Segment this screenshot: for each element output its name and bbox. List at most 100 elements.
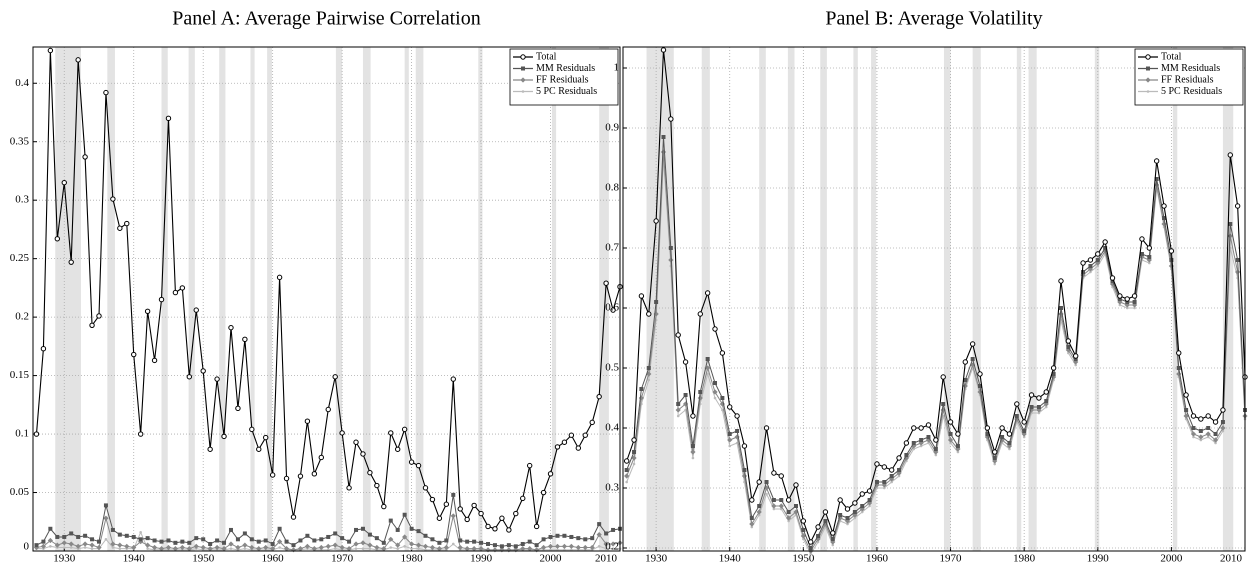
point-marker <box>1154 177 1159 181</box>
point-marker <box>354 547 358 550</box>
point-marker <box>786 515 792 521</box>
point-marker <box>624 473 630 479</box>
point-marker <box>117 532 122 537</box>
y-tick-label: 0.3 <box>605 482 619 494</box>
y-tick-label: 0.3 <box>15 194 29 206</box>
point-marker <box>1014 401 1020 407</box>
point-marker <box>222 540 227 545</box>
point-marker <box>486 541 491 546</box>
point-marker <box>934 453 938 457</box>
legend-marker <box>1146 66 1150 71</box>
point-marker <box>611 527 616 532</box>
point-marker <box>465 539 470 544</box>
x-tick-label: 1960 <box>262 553 285 565</box>
point-marker <box>54 542 60 548</box>
point-marker <box>96 313 102 319</box>
point-marker <box>1095 251 1101 257</box>
point-marker <box>698 390 703 394</box>
point-marker <box>583 537 588 542</box>
recession-band <box>362 47 371 551</box>
point-marker <box>485 523 491 530</box>
point-marker <box>499 515 505 521</box>
point-marker <box>68 541 74 547</box>
point-marker <box>325 543 331 549</box>
recession-band <box>1016 47 1022 551</box>
point-marker <box>800 533 806 539</box>
point-marker <box>360 451 366 457</box>
point-marker <box>1102 239 1108 245</box>
point-marker <box>647 378 651 382</box>
point-marker <box>1205 413 1211 419</box>
point-marker <box>1168 248 1175 254</box>
point-marker <box>596 393 602 400</box>
point-marker <box>207 446 213 452</box>
point-marker <box>582 432 588 438</box>
point-marker <box>82 154 88 160</box>
legend-marker <box>1146 90 1150 93</box>
point-marker <box>346 485 352 491</box>
point-marker <box>214 376 220 382</box>
legend-label: FF Residuals <box>536 74 589 85</box>
point-marker <box>816 540 820 544</box>
recession-band <box>188 47 195 551</box>
point-marker <box>151 544 158 551</box>
point-marker <box>1192 435 1195 439</box>
point-marker <box>720 396 725 400</box>
point-marker <box>389 546 393 549</box>
point-marker <box>801 528 806 532</box>
point-marker <box>668 246 673 250</box>
point-marker <box>103 89 109 96</box>
point-marker <box>436 546 442 552</box>
point-marker <box>712 326 718 332</box>
point-marker <box>172 289 179 296</box>
x-tick-label: 1960 <box>866 553 889 565</box>
point-marker <box>919 444 923 448</box>
point-marker <box>749 516 754 520</box>
point-marker <box>76 534 81 539</box>
point-marker <box>786 510 791 514</box>
point-marker <box>830 537 835 541</box>
point-marker <box>228 527 233 532</box>
recession-band <box>551 47 557 551</box>
point-marker <box>969 341 976 347</box>
point-marker <box>604 531 609 536</box>
x-tick-label: 1950 <box>192 553 215 565</box>
point-marker <box>186 374 193 380</box>
point-marker <box>354 527 359 532</box>
x-tick-label: 1980 <box>401 553 424 565</box>
recession-band <box>1028 47 1037 551</box>
point-marker <box>145 536 150 541</box>
point-marker <box>882 480 887 484</box>
point-marker <box>1124 302 1130 308</box>
y-tick-label: 0.9 <box>605 122 619 134</box>
point-marker <box>422 485 429 491</box>
point-marker <box>534 543 539 548</box>
point-marker <box>47 537 53 544</box>
point-marker <box>207 546 213 552</box>
point-marker <box>631 437 637 443</box>
point-marker <box>1125 306 1129 310</box>
point-marker <box>263 544 269 551</box>
point-marker <box>554 543 561 549</box>
point-marker <box>1176 350 1182 356</box>
point-marker <box>208 541 213 546</box>
recession-band <box>943 47 951 551</box>
point-marker <box>610 307 616 313</box>
y-tick-label: 0.5 <box>605 362 619 374</box>
point-marker <box>256 546 262 552</box>
point-marker <box>646 366 651 370</box>
point-marker <box>305 533 310 538</box>
point-marker <box>131 534 136 539</box>
point-marker <box>457 544 463 551</box>
point-marker <box>963 378 968 382</box>
point-marker <box>561 439 568 445</box>
point-marker <box>408 459 415 465</box>
point-marker <box>312 538 317 543</box>
point-marker <box>47 47 54 54</box>
point-marker <box>415 462 422 469</box>
point-marker <box>992 449 998 455</box>
point-marker <box>712 389 718 395</box>
point-marker <box>533 523 540 530</box>
point-marker <box>897 474 901 478</box>
